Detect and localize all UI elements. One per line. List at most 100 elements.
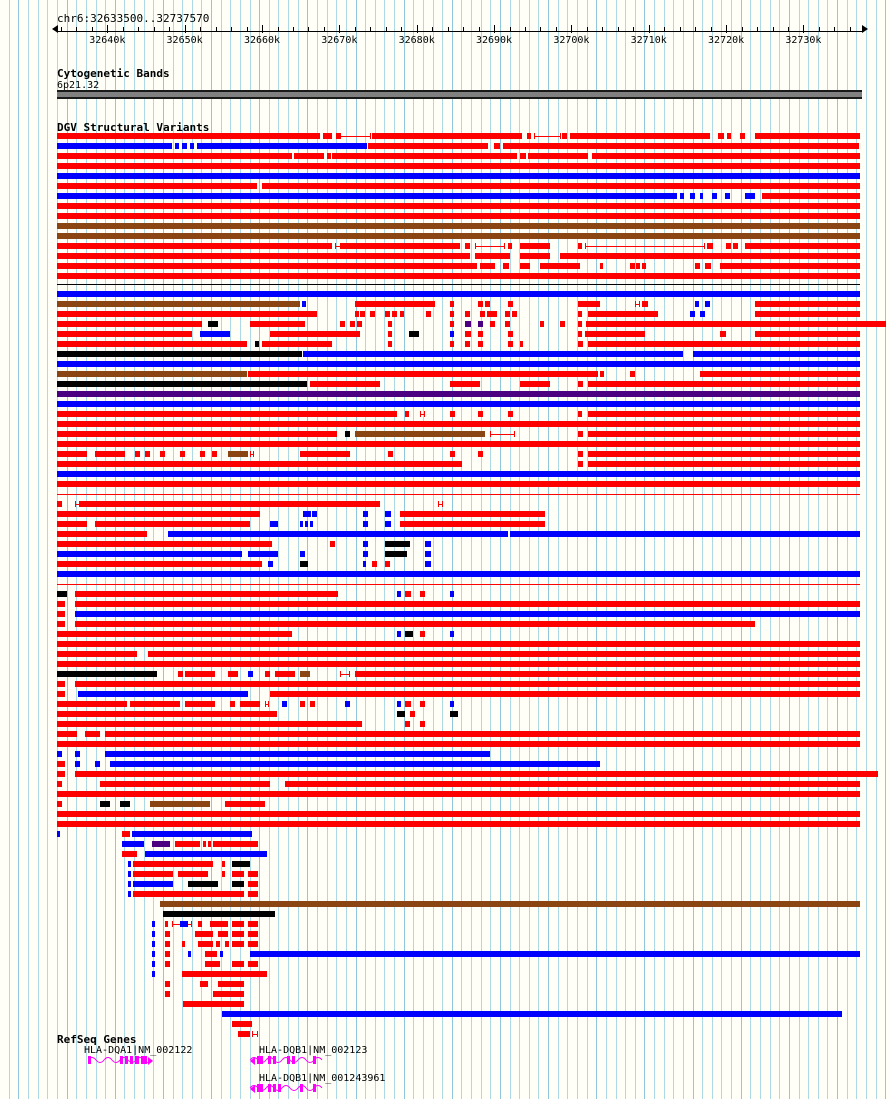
variant-segment[interactable] [745, 243, 860, 249]
variant-segment[interactable] [327, 153, 331, 159]
variant-segment[interactable] [230, 701, 235, 707]
variant-segment[interactable] [218, 931, 228, 937]
variant-segment[interactable] [165, 961, 170, 967]
variant-segment[interactable] [270, 691, 860, 697]
variant-segment[interactable] [57, 401, 860, 407]
variant-connector[interactable] [585, 245, 705, 247]
variant-segment[interactable] [220, 951, 223, 957]
variant-segment[interactable] [128, 891, 131, 897]
variant-connector[interactable] [340, 135, 371, 137]
variant-segment[interactable] [57, 531, 147, 537]
variant-segment[interactable] [450, 701, 454, 707]
variant-segment[interactable] [57, 371, 247, 377]
variant-segment[interactable] [397, 591, 401, 597]
variant-segment[interactable] [385, 521, 391, 527]
exon-block[interactable] [273, 1084, 276, 1092]
variant-segment[interactable] [478, 451, 483, 457]
variant-segment[interactable] [248, 941, 258, 947]
variant-segment[interactable] [465, 331, 471, 337]
variant-segment[interactable] [450, 451, 455, 457]
variant-segment[interactable] [268, 561, 273, 567]
variant-segment[interactable] [57, 641, 860, 647]
variant-segment[interactable] [160, 901, 860, 907]
variant-segment[interactable] [385, 551, 407, 557]
variant-segment[interactable] [178, 671, 183, 677]
variant-segment[interactable] [508, 341, 513, 347]
variant-segment[interactable] [182, 971, 267, 977]
variant-segment[interactable] [57, 591, 67, 597]
variant-segment[interactable] [336, 133, 340, 139]
variant-segment[interactable] [188, 881, 218, 887]
variant-segment[interactable] [578, 243, 582, 249]
variant-segment[interactable] [310, 521, 313, 527]
variant-segment[interactable] [75, 601, 860, 607]
variant-segment[interactable] [588, 411, 860, 417]
variant-segment[interactable] [578, 381, 583, 387]
variant-segment[interactable] [475, 253, 510, 259]
variant-segment[interactable] [222, 861, 225, 867]
variant-segment[interactable] [122, 851, 137, 857]
variant-segment[interactable] [57, 351, 302, 357]
variant-segment[interactable] [355, 301, 435, 307]
variant-segment[interactable] [75, 591, 338, 597]
variant-segment[interactable] [520, 253, 550, 259]
variant-segment[interactable] [392, 311, 397, 317]
variant-segment[interactable] [718, 133, 724, 139]
variant-segment[interactable] [762, 193, 860, 199]
variant-segment[interactable] [592, 153, 860, 159]
variant-segment[interactable] [238, 1031, 250, 1037]
variant-segment[interactable] [388, 321, 392, 327]
variant-segment[interactable] [122, 831, 130, 837]
variant-segment[interactable] [303, 511, 311, 517]
variant-segment[interactable] [57, 381, 307, 387]
variant-connector[interactable] [265, 703, 269, 705]
variant-segment[interactable] [255, 341, 259, 347]
variant-segment[interactable] [345, 431, 350, 437]
variant-segment[interactable] [562, 133, 567, 139]
variant-segment[interactable] [505, 311, 510, 317]
variant-segment[interactable] [57, 451, 87, 457]
variant-segment[interactable] [57, 223, 860, 229]
variant-segment[interactable] [357, 321, 362, 327]
exon-block[interactable] [287, 1056, 290, 1064]
exon-block[interactable] [268, 1084, 271, 1092]
variant-segment[interactable] [57, 361, 860, 367]
variant-segment[interactable] [520, 341, 523, 347]
variant-segment[interactable] [355, 671, 860, 677]
variant-segment[interactable] [360, 311, 365, 317]
variant-segment[interactable] [690, 311, 695, 317]
variant-segment[interactable] [248, 921, 258, 927]
variant-segment[interactable] [282, 701, 287, 707]
variant-segment[interactable] [195, 931, 213, 937]
variant-segment[interactable] [240, 701, 260, 707]
variant-segment[interactable] [310, 701, 315, 707]
variant-segment[interactable] [425, 541, 431, 547]
variant-segment[interactable] [465, 243, 470, 249]
variant-connector[interactable] [340, 673, 350, 675]
variant-segment[interactable] [248, 881, 258, 887]
variant-segment[interactable] [312, 511, 317, 517]
variant-segment[interactable] [232, 931, 244, 937]
variant-segment[interactable] [188, 951, 191, 957]
exon-block[interactable] [257, 1056, 263, 1064]
variant-segment[interactable] [80, 501, 380, 507]
variant-segment[interactable] [350, 321, 355, 327]
variant-segment[interactable] [57, 561, 262, 567]
variant-segment[interactable] [700, 311, 705, 317]
variant-segment[interactable] [205, 951, 217, 957]
variant-segment[interactable] [720, 263, 860, 269]
variant-segment[interactable] [216, 941, 220, 947]
variant-segment[interactable] [190, 143, 194, 149]
variant-segment[interactable] [465, 311, 470, 317]
variant-hairline[interactable] [57, 284, 860, 285]
variant-segment[interactable] [232, 1001, 244, 1007]
variant-segment[interactable] [225, 801, 265, 807]
variant-segment[interactable] [232, 991, 244, 997]
variant-segment[interactable] [178, 871, 208, 877]
variant-segment[interactable] [385, 541, 410, 547]
variant-segment[interactable] [222, 1011, 842, 1017]
variant-segment[interactable] [705, 301, 710, 307]
variant-segment[interactable] [262, 341, 332, 347]
variant-segment[interactable] [300, 701, 305, 707]
variant-segment[interactable] [478, 341, 483, 347]
